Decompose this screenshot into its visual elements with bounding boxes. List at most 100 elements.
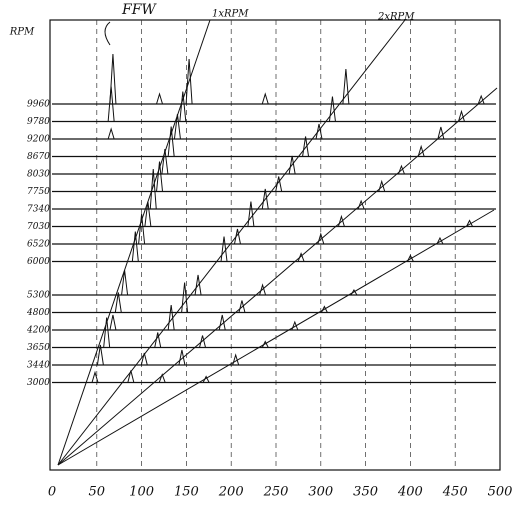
spectrum-peak [247, 201, 255, 227]
order-line [57, 87, 498, 466]
spectrum-peak [315, 123, 323, 140]
row-label: 3650 [27, 343, 50, 353]
x-tick-label: 300 [308, 485, 333, 500]
order-line [57, 19, 406, 466]
spectrum-peak [131, 231, 139, 262]
spectrum-peak [232, 353, 240, 366]
spectrum-peak [436, 236, 444, 245]
spectrum-peak [406, 254, 414, 262]
spectrum-peak [261, 92, 269, 105]
spectrum-peak [91, 370, 99, 383]
spectrum-peak [437, 126, 445, 140]
spectrum-peak [103, 317, 111, 348]
row-label: 8030 [27, 170, 50, 180]
spectrum-peak [154, 332, 162, 348]
x-tick-label: 250 [263, 485, 289, 500]
spectrum-peak [173, 113, 181, 140]
spectrum-peak [342, 68, 350, 105]
x-tick-label: 0 [48, 485, 56, 500]
order-lines [57, 19, 498, 466]
row-label: 6520 [27, 240, 50, 250]
spectrum-peak [259, 283, 267, 296]
spectrum-peak [466, 219, 473, 227]
spectrum-peak [167, 304, 175, 331]
row-label: 7340 [27, 205, 50, 215]
spectrum-peak [218, 314, 226, 331]
spectrum-peak [194, 274, 202, 296]
spectrum-peak [107, 127, 115, 140]
spectrum-peak [179, 91, 187, 122]
spectrum-peak [149, 168, 157, 210]
spectrum-peak [167, 126, 175, 157]
spectrum-peak [96, 344, 104, 366]
spectrum-peak [140, 352, 148, 366]
annotation: FFW [121, 2, 157, 18]
spectrum-peak [107, 86, 115, 122]
spectrum-peak [397, 164, 405, 175]
spectrum-peak [261, 188, 269, 210]
spectrum-peak [233, 228, 241, 245]
spectrum-peak [291, 320, 299, 331]
x-tick-label: 500 [488, 485, 513, 500]
spectrum-peak [477, 94, 485, 105]
annotation: 2xRPM [377, 12, 415, 23]
spectrum-peak [202, 375, 210, 383]
annotation: 1xRPM [212, 9, 249, 20]
x-tick-label: 350 [353, 485, 378, 500]
row-label: 9960 [27, 100, 50, 110]
x-tick-label: 400 [397, 485, 423, 500]
annotation-arrow [104, 21, 111, 46]
spectrum-peak [127, 370, 135, 383]
spectrum-peak [261, 340, 269, 348]
spectrum-peak [185, 58, 193, 105]
spectrum-peak [109, 314, 117, 331]
plot-frame [49, 19, 501, 471]
spectrum-peak [144, 201, 152, 227]
spectrum-peak [156, 92, 163, 105]
spectrum-peak [317, 232, 325, 245]
x-tick-label: 200 [218, 485, 244, 500]
row-label: 7030 [27, 222, 50, 232]
row-label: 9200 [27, 135, 50, 145]
x-tick-label: 150 [174, 485, 199, 500]
row-label: 4200 [26, 326, 50, 336]
y-axis-label: RPM [9, 27, 35, 38]
spectrum-peak [297, 252, 305, 262]
spectrum-peak [121, 269, 129, 296]
spectrum-peak [457, 109, 465, 122]
row-label: 4800 [26, 308, 50, 318]
spectrum-peak [156, 161, 164, 192]
row-label: 9780 [27, 117, 50, 127]
spectrum-peak [328, 96, 336, 122]
x-tick-label: 100 [129, 485, 154, 500]
spectrum-peak [238, 300, 246, 313]
x-tick-label: 450 [442, 485, 468, 500]
row-label: 3440 [27, 361, 50, 371]
spectrum-peak [220, 236, 228, 262]
spectrum-peak [417, 144, 425, 157]
spectrum-peak [138, 213, 146, 245]
spectrum-peak [288, 155, 296, 175]
spectrum-peak [161, 148, 169, 175]
spectrum-peak [350, 289, 358, 296]
row-label: 8670 [27, 152, 50, 162]
row-label: 3000 [27, 378, 50, 388]
spectrum-peak [199, 335, 207, 348]
x-tick-label: 50 [89, 485, 106, 500]
row-label: 7750 [27, 187, 50, 197]
spectrum-peak [275, 176, 283, 192]
spectrum-peak [181, 282, 189, 313]
spectrum-peak [158, 373, 166, 383]
spectrum-peak [357, 199, 365, 210]
spectrum-peak [378, 179, 386, 192]
spectrum-peak [302, 136, 310, 157]
spectrum-peak [320, 305, 328, 313]
spectrum-peak [109, 53, 117, 105]
row-label: 6000 [27, 257, 50, 267]
spectrum-peak [178, 349, 186, 366]
spectrum-peak [114, 292, 122, 313]
spectrum-peak [337, 214, 345, 227]
row-label: 5300 [27, 291, 50, 301]
